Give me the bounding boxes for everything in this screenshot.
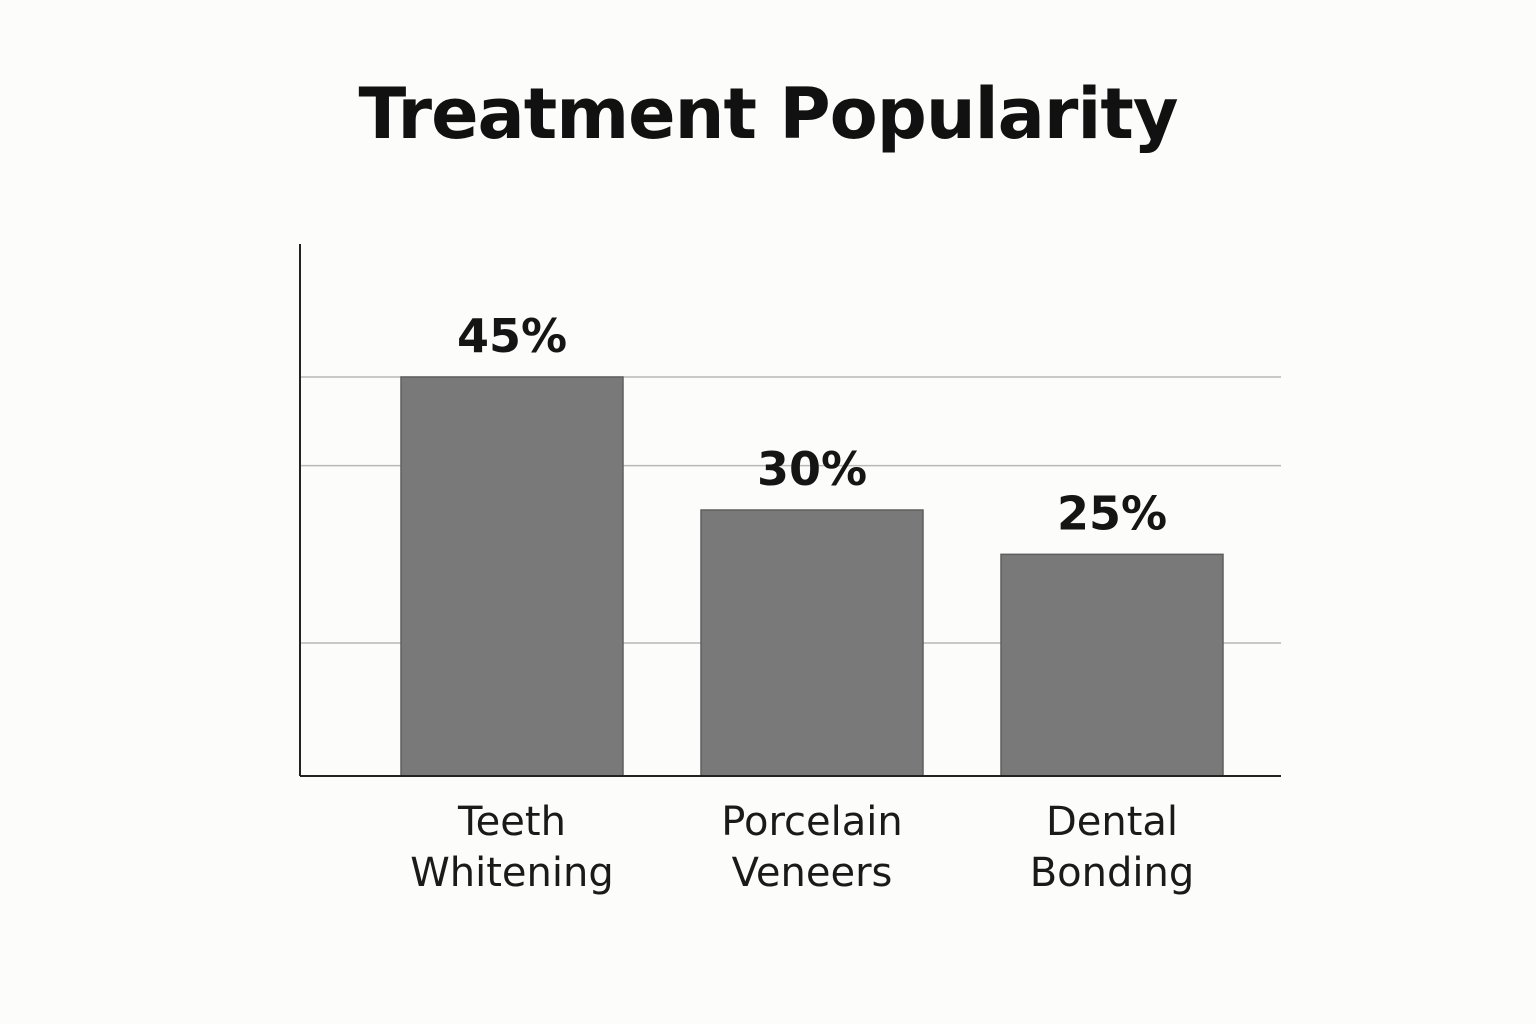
category-label: Dental <box>1046 799 1178 845</box>
bar <box>1000 553 1224 777</box>
category-label: Bonding <box>1030 850 1195 896</box>
value-label: 45% <box>457 309 567 363</box>
category-label: Porcelain <box>721 799 902 845</box>
bar <box>400 376 624 777</box>
bar <box>700 509 924 777</box>
value-label: 25% <box>1057 486 1167 540</box>
category-label: Teeth <box>457 799 566 845</box>
category-label: Veneers <box>732 850 893 896</box>
category-labels: Teeth Whitening Porcelain Veneers Dental Bond… <box>410 799 1194 896</box>
value-labels: 45% 30% 25% <box>457 309 1167 540</box>
axes <box>299 244 1281 777</box>
chart-title: Treatment Popularity <box>358 73 1178 155</box>
category-label: Whitening <box>410 850 614 896</box>
bars <box>400 376 1224 777</box>
value-label: 30% <box>757 442 867 496</box>
